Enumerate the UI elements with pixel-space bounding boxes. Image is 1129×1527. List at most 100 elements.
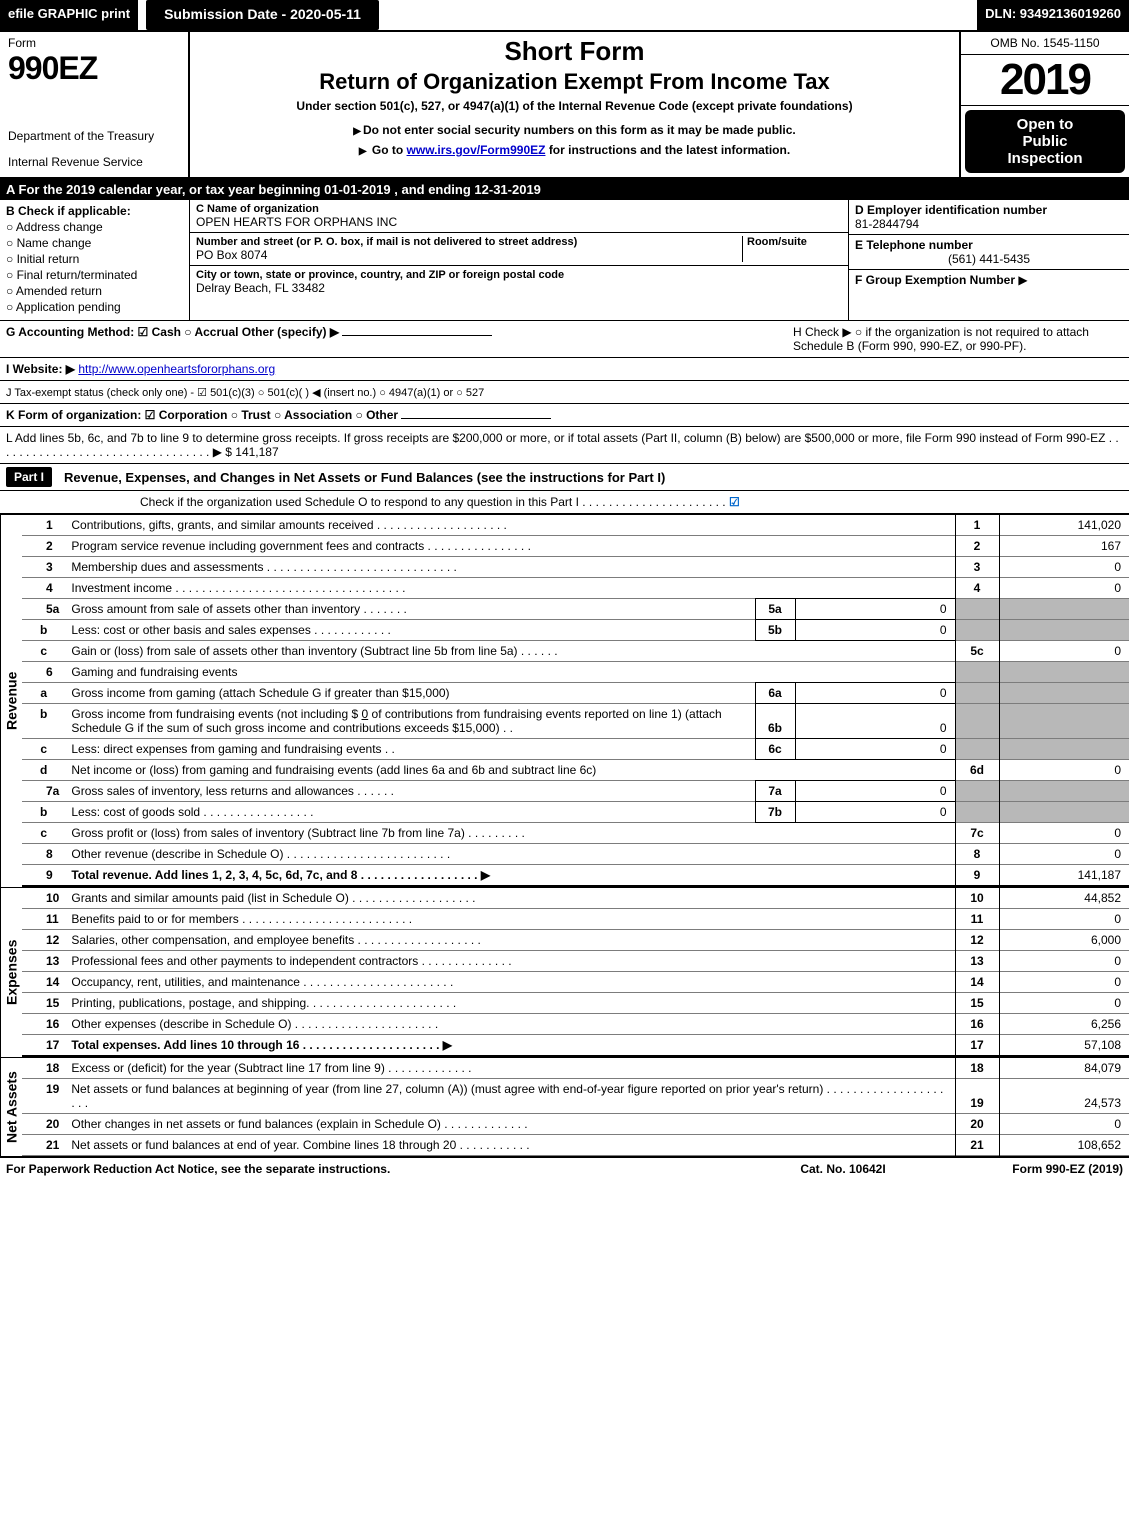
footer-cat: Cat. No. 10642I [743,1162,943,1176]
city-block: City or town, state or province, country… [190,266,848,298]
row-6a: aGross income from gaming (attach Schedu… [22,683,1129,704]
chk-name-change[interactable]: Name change [6,236,183,250]
ein-value: 81-2844794 [855,217,1123,231]
tel-block: E Telephone number (561) 441-5435 [849,235,1129,270]
form-header: Form 990EZ Department of the Treasury In… [0,32,1129,179]
revenue-table: 1Contributions, gifts, grants, and simil… [22,515,1129,887]
line-i-pre: I Website: ▶ [6,362,75,376]
row-7c: cGross profit or (loss) from sales of in… [22,823,1129,844]
open-to-public: Open to Public Inspection [965,110,1125,173]
page-footer: For Paperwork Reduction Act Notice, see … [0,1158,1129,1180]
city-label: City or town, state or province, country… [196,269,842,281]
row-6d: dNet income or (loss) from gaming and fu… [22,760,1129,781]
check-icon: ☑ [729,495,740,509]
part-1-header: Part I Revenue, Expenses, and Changes in… [0,464,1129,491]
netassets-table: 18Excess or (deficit) for the year (Subt… [22,1058,1129,1156]
row-13: 13Professional fees and other payments t… [22,951,1129,972]
box-b: B Check if applicable: Address change Na… [0,200,190,320]
box-d: D Employer identification number 81-2844… [849,200,1129,320]
org-name-label: C Name of organization [196,203,842,215]
spacer [379,0,977,30]
row-16: 16Other expenses (describe in Schedule O… [22,1014,1129,1035]
chk-final-return[interactable]: Final return/terminated [6,268,183,282]
group-label: F Group Exemption Number [855,273,1015,287]
period-row: A For the 2019 calendar year, or tax yea… [0,179,1129,200]
row-5c: cGain or (loss) from sale of assets othe… [22,641,1129,662]
row-12: 12Salaries, other compensation, and empl… [22,930,1129,951]
row-9: 9Total revenue. Add lines 1, 2, 3, 4, 5c… [22,865,1129,887]
row-6c: cLess: direct expenses from gaming and f… [22,739,1129,760]
room-label: Room/suite [747,236,842,248]
city-value: Delray Beach, FL 33482 [196,281,842,295]
street-label: Number and street (or P. O. box, if mail… [196,236,742,248]
group-arrow-icon: ▶ [1018,273,1027,287]
row-21: 21Net assets or fund balances at end of … [22,1135,1129,1156]
tax-year: 2019 [961,55,1129,106]
chk-initial-return[interactable]: Initial return [6,252,183,266]
revenue-section: Revenue 1Contributions, gifts, grants, a… [0,514,1129,887]
row-17: 17Total expenses. Add lines 10 through 1… [22,1035,1129,1057]
footer-left: For Paperwork Reduction Act Notice, see … [6,1162,743,1176]
row-6b: bGross income from fundraising events (n… [22,704,1129,739]
street-value: PO Box 8074 [196,248,742,262]
part-1-check-line: Check if the organization used Schedule … [0,491,1129,514]
row-2: 2Program service revenue including gover… [22,536,1129,557]
dept-treasury: Department of the Treasury [8,129,180,143]
expenses-section: Expenses 10Grants and similar amounts pa… [0,887,1129,1057]
ein-block: D Employer identification number 81-2844… [849,200,1129,235]
row-5b: bLess: cost or other basis and sales exp… [22,620,1129,641]
box-c: C Name of organization OPEN HEARTS FOR O… [190,200,849,320]
row-18: 18Excess or (deficit) for the year (Subt… [22,1058,1129,1079]
box-b-header: B Check if applicable: [6,204,183,218]
header-left: Form 990EZ Department of the Treasury In… [0,32,190,177]
chk-application-pending[interactable]: Application pending [6,300,183,314]
row-7a: 7aGross sales of inventory, less returns… [22,781,1129,802]
part-1-check-text: Check if the organization used Schedule … [140,495,726,509]
tel-label: E Telephone number [855,238,1123,252]
efile-label: efile GRAPHIC print [0,0,138,30]
row-20: 20Other changes in net assets or fund ba… [22,1114,1129,1135]
topbar: efile GRAPHIC print Submission Date - 20… [0,0,1129,32]
row-15: 15Printing, publications, postage, and s… [22,993,1129,1014]
form-number: 990EZ [8,50,180,87]
goto-post: for instructions and the latest informat… [549,143,790,157]
form-word: Form [8,36,180,50]
goto-pre: Go to [372,143,407,157]
open1: Open to [969,116,1121,133]
open2: Public [969,133,1121,150]
line-h: H Check ▶ ○ if the organization is not r… [793,325,1123,353]
under-section: Under section 501(c), 527, or 4947(a)(1)… [200,99,949,113]
submission-date: Submission Date - 2020-05-11 [146,0,379,30]
org-name-value: OPEN HEARTS FOR ORPHANS INC [196,215,842,229]
group-block: F Group Exemption Number ▶ [849,270,1129,290]
line-j: J Tax-exempt status (check only one) - ☑… [0,381,1129,404]
row-10: 10Grants and similar amounts paid (list … [22,888,1129,909]
website-link[interactable]: http://www.openheartsfororphans.org [78,362,275,376]
part-1-label: Part I [6,467,52,487]
revenue-vlabel: Revenue [0,515,22,887]
line-k: K Form of organization: ☑ Corporation ○ … [0,404,1129,427]
line-g: G Accounting Method: ☑ Cash ○ Accrual Ot… [6,325,793,339]
netassets-section: Net Assets 18Excess or (deficit) for the… [0,1057,1129,1158]
part-1-title: Revenue, Expenses, and Changes in Net As… [64,470,1123,485]
chk-amended-return[interactable]: Amended return [6,284,183,298]
footer-form: Form 990-EZ (2019) [943,1162,1123,1176]
chk-address-change[interactable]: Address change [6,220,183,234]
header-center: Short Form Return of Organization Exempt… [190,32,959,177]
omb-number: OMB No. 1545-1150 [961,32,1129,55]
goto-link[interactable]: www.irs.gov/Form990EZ [407,143,546,157]
row-1: 1Contributions, gifts, grants, and simil… [22,515,1129,536]
row-19: 19Net assets or fund balances at beginni… [22,1079,1129,1114]
row-6: 6Gaming and fundraising events [22,662,1129,683]
goto-line: Go to www.irs.gov/Form990EZ for instruct… [200,143,949,157]
donot-warning: Do not enter social security numbers on … [200,123,949,137]
expenses-table: 10Grants and similar amounts paid (list … [22,888,1129,1057]
row-7b: bLess: cost of goods sold . . . . . . . … [22,802,1129,823]
short-form-title: Short Form [200,36,949,67]
expenses-vlabel: Expenses [0,888,22,1057]
netassets-vlabel: Net Assets [0,1058,22,1156]
dept-irs: Internal Revenue Service [8,155,180,169]
row-5a: 5aGross amount from sale of assets other… [22,599,1129,620]
dln: DLN: 93492136019260 [977,0,1129,30]
row-8: 8Other revenue (describe in Schedule O) … [22,844,1129,865]
